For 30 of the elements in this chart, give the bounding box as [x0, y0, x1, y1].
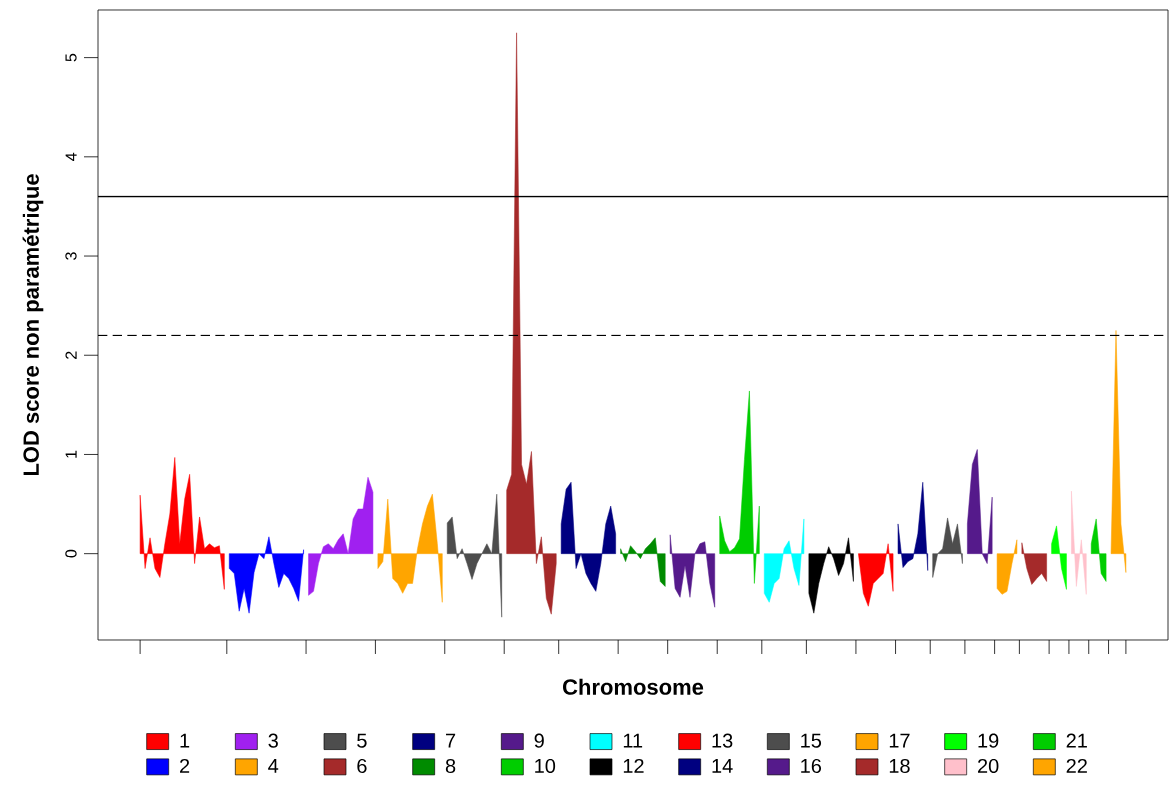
- legend-label: 19: [978, 733, 999, 748]
- legend-label: 17: [889, 733, 910, 748]
- legend-label: 22: [1066, 758, 1087, 773]
- legend-label: 1: [180, 733, 190, 748]
- legend-label: 2: [180, 758, 190, 773]
- legend-label: 5: [357, 733, 367, 748]
- legend-label: 7: [446, 733, 456, 748]
- x-axis-title: Chromosome: [563, 678, 704, 695]
- legend-label: 14: [712, 758, 733, 773]
- y-tick-label: 1: [65, 450, 77, 458]
- y-tick-label: 2: [65, 351, 77, 359]
- legend-label: 3: [268, 733, 278, 748]
- legend-label: 4: [268, 758, 279, 773]
- legend-label: 20: [978, 758, 999, 774]
- y-tick-label: 4: [65, 152, 77, 161]
- legend-label: 12: [623, 758, 644, 773]
- legend-label: 21: [1066, 733, 1087, 748]
- legend-label: 13: [712, 733, 733, 748]
- y-tick-label: 3: [65, 252, 77, 260]
- legend-label: 10: [535, 758, 556, 774]
- legend-label: 11: [623, 733, 643, 748]
- legend-label: 16: [801, 758, 822, 774]
- y-tick-label: 0: [65, 549, 77, 558]
- legend-label: 9: [534, 733, 544, 748]
- legend-label: 18: [889, 758, 910, 774]
- legend-label: 8: [445, 758, 456, 774]
- legend-label: 15: [801, 733, 822, 748]
- legend-label: 6: [357, 758, 367, 774]
- y-axis-title: LOD score non paramétrique: [22, 174, 44, 476]
- y-tick-label: 5: [65, 53, 77, 62]
